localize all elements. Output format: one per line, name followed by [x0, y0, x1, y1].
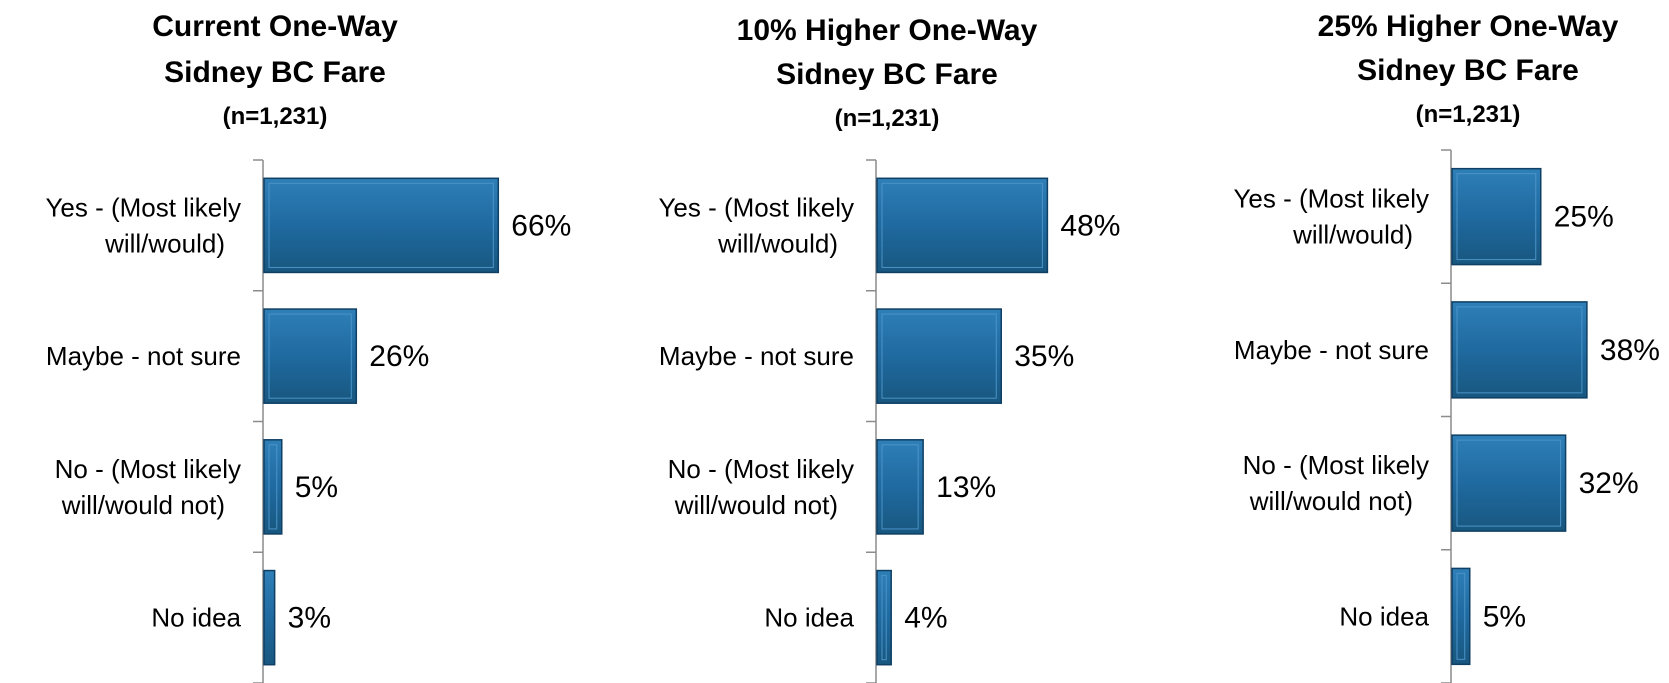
data-label: 13%: [936, 471, 996, 504]
category-label: Maybe - not sure: [46, 341, 241, 371]
bar: [876, 308, 1002, 404]
data-label: 32%: [1579, 467, 1639, 500]
bar: [263, 569, 276, 666]
chart-panel-2: 10% Higher One-Way Sidney BC Fare (n=1,231…: [658, 14, 1120, 683]
category-label-line: No idea: [151, 603, 241, 633]
category-label: No - (Most likely will/would not): [55, 454, 241, 520]
chart-title-line: 10% Higher One-Way: [737, 14, 1038, 47]
category-label-line: Maybe - not sure: [46, 341, 241, 371]
bar: [1451, 167, 1542, 266]
bar: [263, 177, 500, 274]
bar-bevel: [881, 313, 997, 399]
category-label-line: will/would not): [674, 490, 838, 520]
bar: [876, 439, 924, 535]
data-label: 66%: [511, 209, 571, 242]
bar-bevel: [268, 182, 494, 268]
category-label: Yes - (Most likely will/would): [45, 192, 241, 258]
category-label: No - (Most likely will/would not): [1243, 450, 1429, 516]
category-label: Maybe - not sure: [1234, 335, 1429, 365]
data-label: 26%: [369, 340, 429, 373]
bar-bevel: [1456, 306, 1583, 394]
chart-title-line: Sidney BC Fare: [1357, 54, 1579, 87]
data-label: 25%: [1554, 201, 1614, 234]
bar-bevel: [881, 444, 919, 530]
bar-bevel: [881, 575, 887, 661]
chart-panel-3: 25% Higher One-Way Sidney BC Fare (n=1,231…: [1233, 10, 1660, 683]
category-label-line: Maybe - not sure: [1234, 335, 1429, 365]
category-label-line: will/would not): [61, 490, 225, 520]
category-label-line: will/would not): [1249, 486, 1413, 516]
category-label-line: Maybe - not sure: [659, 341, 854, 371]
category-label-line: No idea: [1339, 601, 1429, 631]
data-label: 5%: [295, 471, 338, 504]
bar-bevel: [881, 182, 1043, 268]
category-label-line: Yes - (Most likely: [1233, 184, 1429, 214]
category-label-line: No - (Most likely: [55, 454, 241, 484]
bar: [876, 177, 1049, 274]
bar-bevel: [268, 313, 352, 399]
category-label: Yes - (Most likely will/would): [1233, 184, 1429, 250]
category-label: Yes - (Most likely will/would): [658, 192, 854, 258]
data-label: 38%: [1600, 334, 1660, 367]
chart-sample-size: (n=1,231): [223, 103, 328, 130]
category-label-line: will/would): [104, 228, 225, 258]
chart-title-line: Sidney BC Fare: [776, 58, 998, 91]
bar: [1451, 567, 1471, 666]
category-label-line: No - (Most likely: [1243, 450, 1429, 480]
bar: [1451, 301, 1588, 399]
category-label: No idea: [764, 603, 854, 633]
category-label-line: No idea: [764, 603, 854, 633]
bar-bevel: [1456, 439, 1562, 527]
chart-title-line: Current One-Way: [152, 10, 398, 43]
bar: [263, 439, 283, 535]
bar-bevel: [268, 444, 278, 530]
category-label-line: will/would): [1292, 220, 1413, 250]
data-label: 4%: [904, 602, 947, 635]
category-label-line: No - (Most likely: [668, 454, 854, 484]
bar: [1451, 434, 1567, 532]
bar-bevel: [1456, 572, 1466, 660]
category-label-line: Yes - (Most likely: [658, 192, 854, 222]
chart-sample-size: (n=1,231): [1416, 101, 1521, 128]
data-label: 35%: [1014, 340, 1074, 373]
bar: [263, 308, 358, 404]
chart-title-line: Sidney BC Fare: [164, 56, 386, 89]
category-label: No idea: [1339, 601, 1429, 631]
bar-bevel: [1456, 173, 1537, 261]
category-label-line: Yes - (Most likely: [45, 192, 241, 222]
data-label: 3%: [288, 602, 331, 635]
chart-panel-1: Current One-Way Sidney BC Fare (n=1,231) 66…: [45, 10, 571, 683]
category-label: No idea: [151, 603, 241, 633]
data-label: 5%: [1483, 600, 1526, 633]
category-label: Maybe - not sure: [659, 341, 854, 371]
data-label: 48%: [1060, 209, 1120, 242]
bar: [876, 569, 892, 666]
chart-title-line: 25% Higher One-Way: [1318, 10, 1619, 43]
category-label: No - (Most likely will/would not): [668, 454, 854, 520]
chart-sample-size: (n=1,231): [835, 105, 940, 132]
category-label-line: will/would): [717, 228, 838, 258]
